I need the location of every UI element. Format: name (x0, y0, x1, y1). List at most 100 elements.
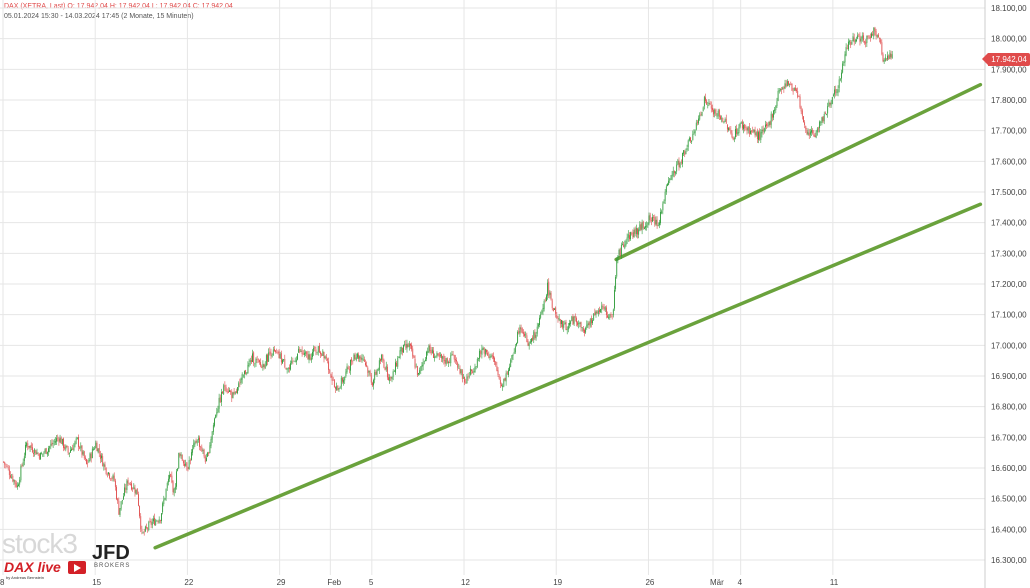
candle-body (755, 132, 757, 136)
candle-body (682, 152, 683, 164)
candle-body (549, 292, 551, 295)
candle-body (352, 361, 354, 363)
candle-body (506, 372, 508, 374)
candle-body (458, 367, 460, 369)
candle-body (144, 526, 146, 532)
candle-body (271, 355, 273, 357)
candle-body (124, 487, 126, 496)
candle-body (684, 151, 686, 155)
candle-body (701, 111, 703, 116)
candle-body (705, 97, 706, 101)
candle-body (126, 480, 128, 490)
candle-body (201, 446, 203, 452)
candle-body (421, 365, 423, 367)
candle-body (412, 348, 414, 357)
candle-body (163, 499, 165, 505)
candle-body (419, 370, 421, 374)
candle-body (709, 103, 711, 105)
candle-body (480, 351, 482, 354)
candle-body (725, 118, 727, 124)
candle-body (673, 170, 675, 174)
candle-body (495, 361, 497, 365)
candle-body (80, 445, 82, 449)
candle-body (662, 203, 664, 211)
candle-body (299, 349, 301, 353)
candle-body (773, 110, 774, 118)
candle-body (735, 129, 736, 138)
candle-body (305, 352, 306, 354)
candle-body (111, 478, 113, 480)
candle-body (67, 447, 69, 453)
candle-body (641, 222, 643, 230)
candle-body (520, 327, 522, 330)
candle-body (811, 130, 812, 133)
candle-body (170, 473, 172, 477)
candle-body (883, 60, 885, 62)
candle-body (844, 54, 846, 63)
candle-body (703, 96, 705, 107)
candle-body (356, 353, 358, 358)
candle-body (131, 483, 132, 490)
candle-body (851, 41, 853, 45)
candle-body (482, 347, 484, 350)
candle-body (340, 377, 342, 387)
candle-body (97, 448, 99, 453)
y-tick-label: 17.700,00 (991, 127, 1027, 136)
candle-body (312, 351, 313, 358)
candle-body (225, 386, 227, 392)
candle-body (200, 446, 202, 448)
candle-body (186, 462, 188, 468)
candle-body (889, 52, 891, 59)
candle-body (359, 356, 361, 359)
candle-body (611, 316, 613, 317)
candle-body (827, 106, 829, 114)
candle-body (488, 355, 490, 358)
candle-body (843, 61, 845, 64)
candle-body (335, 386, 336, 389)
candle-body (779, 89, 781, 91)
candle-body (582, 328, 584, 332)
candle-body (575, 318, 577, 323)
candle-body (324, 356, 326, 359)
candle-body (13, 479, 15, 482)
candle-body (453, 354, 455, 360)
candle-body (824, 112, 826, 114)
candle-body (165, 488, 167, 498)
candle-body (631, 233, 633, 234)
candle-body (876, 35, 878, 37)
candle-body (868, 36, 870, 38)
candle-body (66, 445, 68, 448)
x-tick-label: 29 (277, 578, 286, 587)
candle-body (695, 122, 697, 130)
candle-body (376, 370, 378, 375)
candle-body (715, 109, 717, 116)
candle-body (139, 505, 141, 517)
candle-body (847, 41, 849, 50)
candle-body (52, 443, 54, 445)
candle-body (212, 425, 214, 432)
candle-body (105, 467, 107, 475)
candle-body (768, 121, 770, 126)
candle-body (392, 371, 394, 377)
candle-body (546, 295, 547, 302)
candle-body (116, 486, 117, 500)
candle-body (441, 354, 442, 359)
candle-body (558, 318, 560, 320)
candle-body (272, 349, 274, 355)
candle-body (593, 313, 595, 321)
candle-body (33, 452, 34, 454)
candle-body (783, 87, 785, 89)
candle-body (233, 391, 235, 394)
candle-body (297, 353, 298, 360)
candle-body (138, 494, 139, 506)
candle-body (467, 376, 469, 378)
candle-body (37, 453, 39, 455)
candle-body (610, 314, 612, 316)
candle-body (880, 39, 882, 43)
candle-body (185, 463, 187, 466)
candle-body (813, 134, 815, 137)
y-tick-label: 16.300,00 (991, 556, 1027, 565)
candle-body (784, 83, 786, 89)
candle-body (422, 362, 424, 367)
candle-body (551, 300, 553, 309)
